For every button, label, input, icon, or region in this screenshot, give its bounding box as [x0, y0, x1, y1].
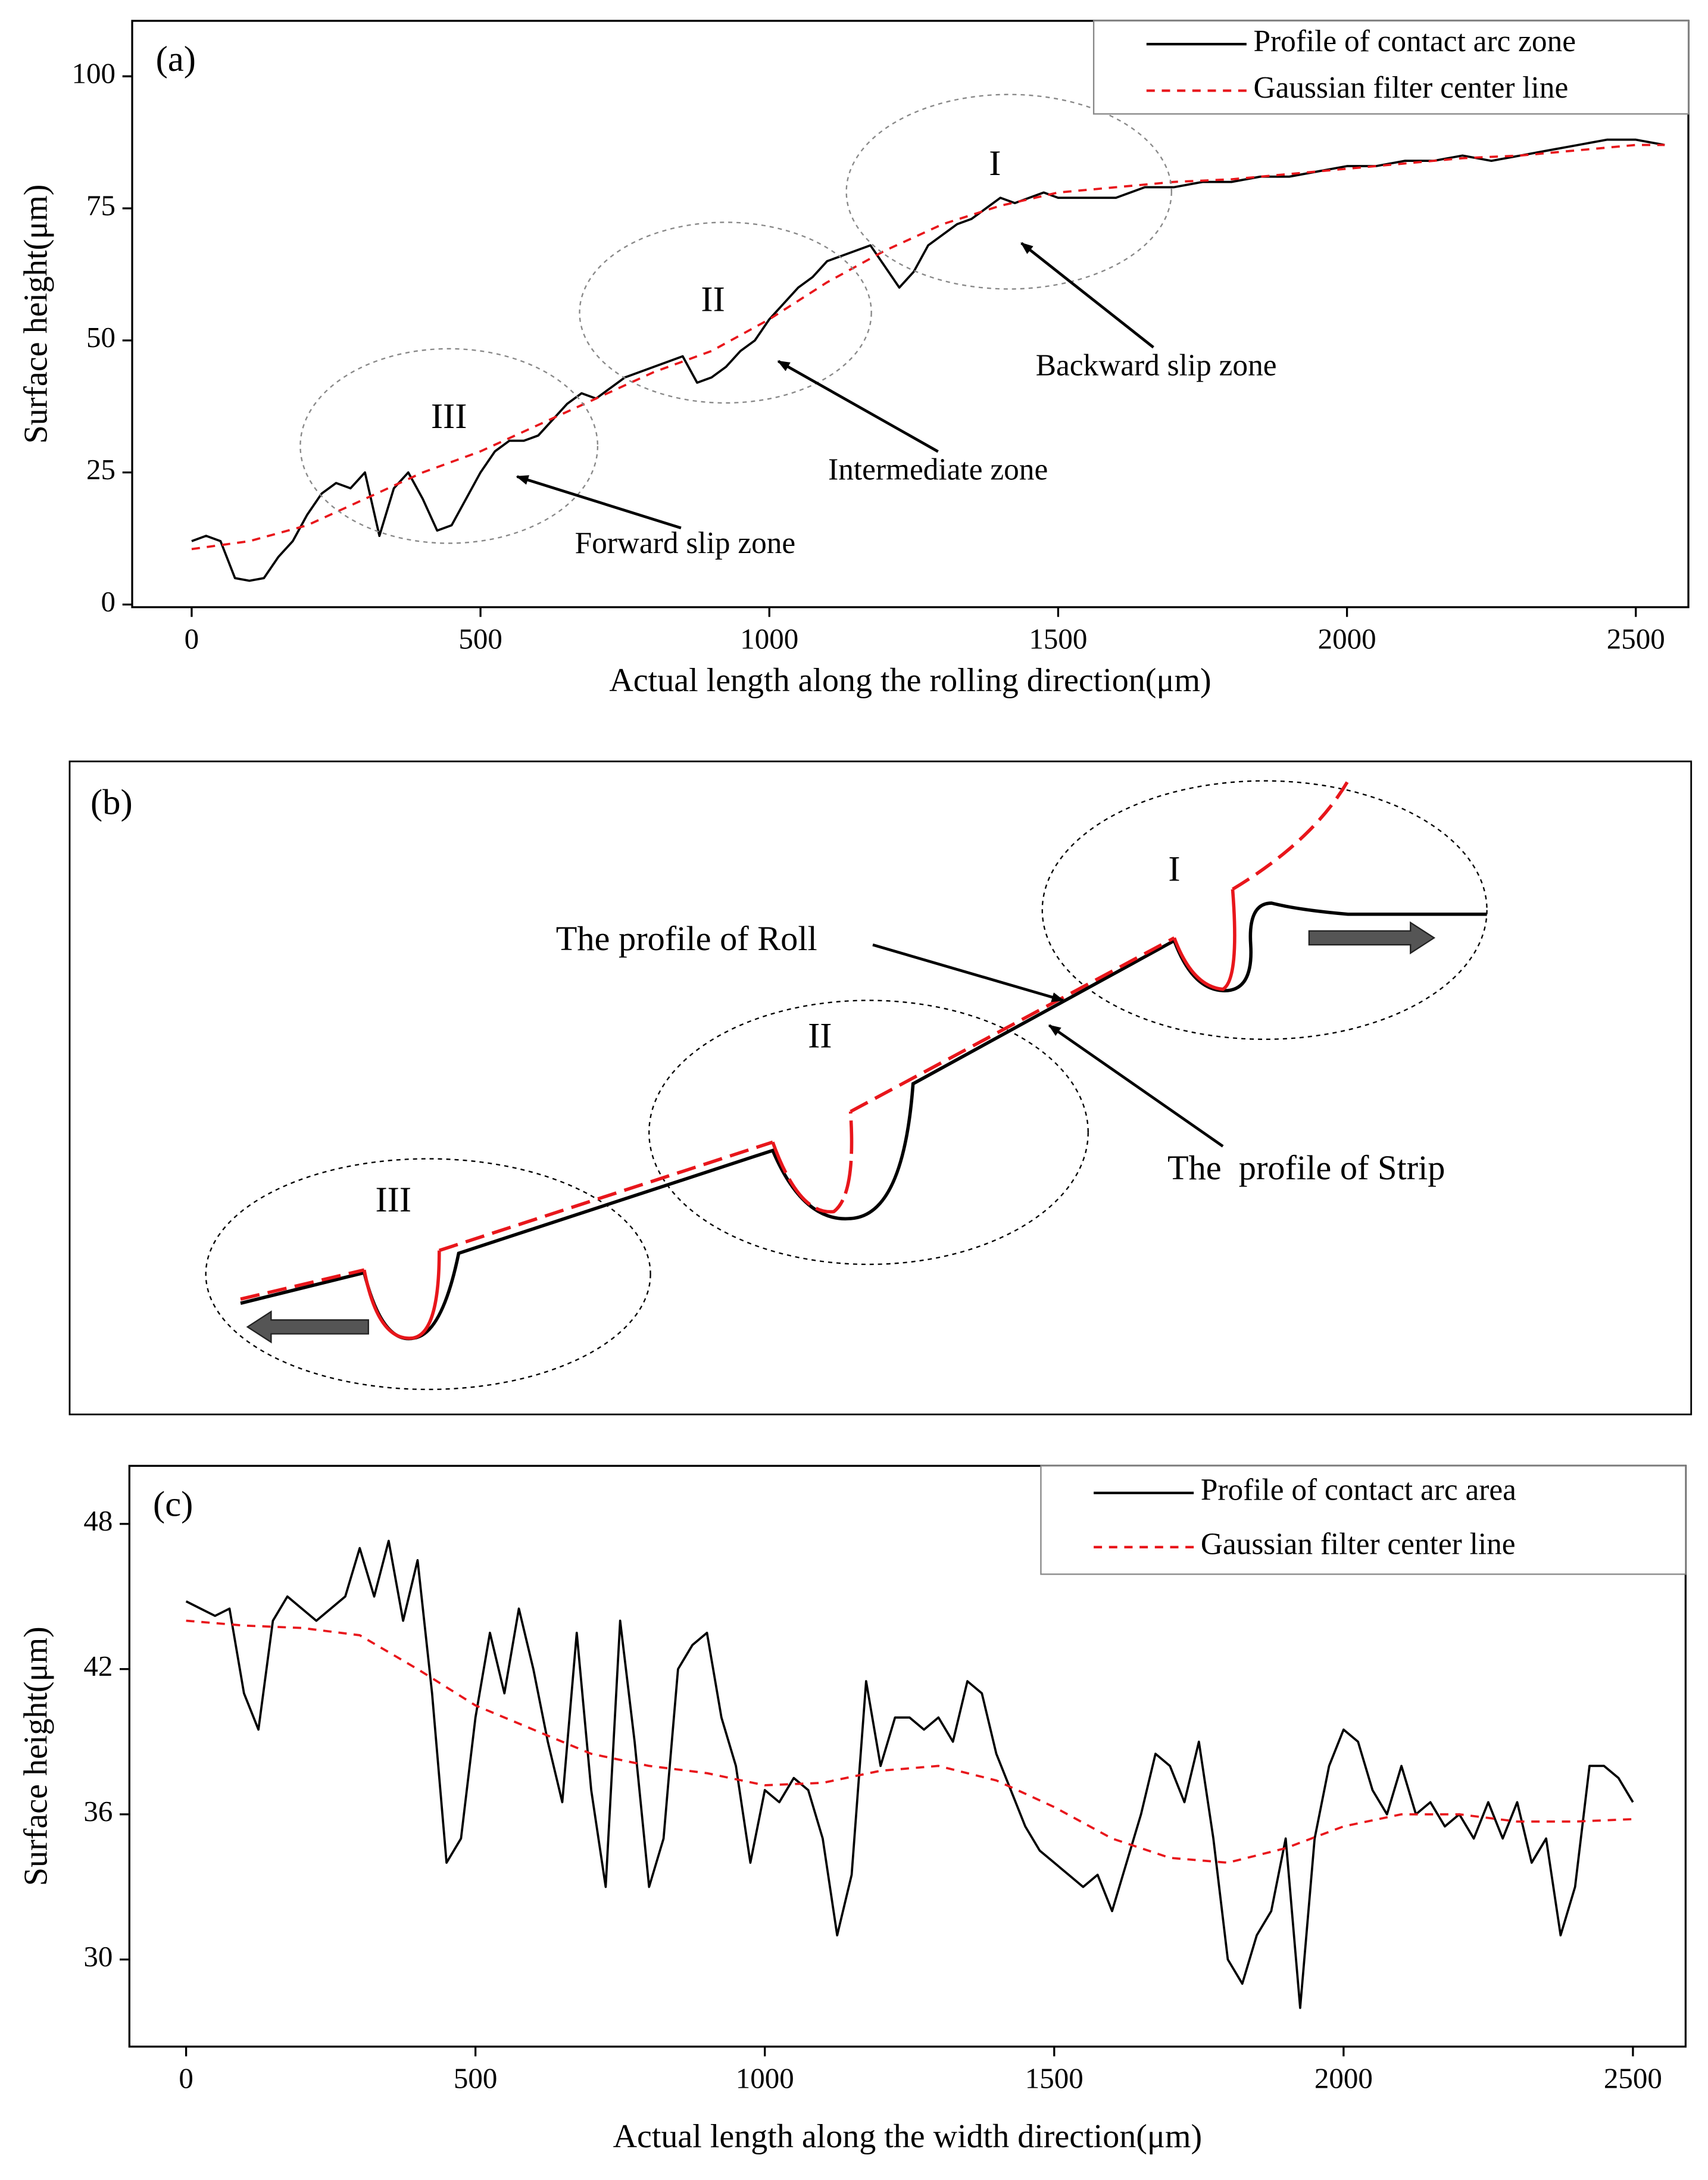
roll-profile — [438, 1140, 773, 1253]
legend-label: Profile of contact arc area — [1201, 1473, 1516, 1507]
zone-ellipse — [579, 221, 872, 404]
annotation-arrow — [516, 475, 682, 530]
data-line — [191, 143, 1665, 551]
strip-profile — [240, 901, 1487, 1341]
zone-ellipse — [205, 1158, 651, 1391]
y-tick-label: 50 — [86, 321, 115, 354]
x-tick-label: 2000 — [1318, 623, 1376, 655]
roll-profile — [1172, 889, 1236, 991]
zone-label: II — [808, 1016, 832, 1056]
roll-profile — [240, 1268, 365, 1301]
zone-ellipse — [299, 348, 599, 544]
annotation: I — [989, 143, 1001, 183]
annotation: Forward slip zone — [575, 526, 796, 560]
roll-profile — [1232, 780, 1350, 891]
data-line — [186, 1619, 1634, 1864]
y-tick-label: 30 — [83, 1940, 113, 1973]
y-axis-label: Surface height(μm) — [17, 185, 54, 444]
annotation-arrow — [1020, 242, 1154, 349]
data-line — [185, 1539, 1634, 2009]
x-tick-label: 2500 — [1604, 2062, 1662, 2095]
annotation: Backward slip zone — [1036, 348, 1277, 382]
annotation-arrow — [777, 360, 939, 453]
x-tick-label: 1500 — [1029, 623, 1087, 655]
zone-label: I — [1168, 849, 1180, 889]
x-tick-label: 2000 — [1314, 2062, 1373, 2095]
direction-arrow — [1308, 921, 1436, 955]
x-tick-label: 500 — [458, 623, 502, 655]
annotation-arrow — [872, 943, 1064, 1002]
y-tick-label: 0 — [101, 585, 115, 618]
panel-label: (c) — [153, 1484, 193, 1524]
roll-profile — [363, 1250, 441, 1340]
zone-ellipse — [845, 93, 1172, 290]
panel-frame — [68, 760, 1693, 1416]
chart-panel: 30 36 42 48 0 500 1000 1500 2000 2500 Actual lengt… — [17, 1464, 1687, 2155]
annotation-arrow — [1048, 1024, 1224, 1148]
y-tick-label: 42 — [83, 1650, 113, 1682]
roll-profile — [771, 1111, 854, 1214]
diagram-panel: (b) I II III The profile of Roll The pro… — [68, 760, 1693, 1416]
x-tick-label: 1500 — [1025, 2062, 1083, 2095]
legend-box — [1092, 20, 1690, 115]
x-tick-label: 2500 — [1607, 623, 1665, 655]
y-tick-label: 48 — [83, 1504, 113, 1537]
direction-arrow — [246, 1310, 369, 1344]
y-tick-label: 36 — [83, 1795, 113, 1828]
zone-ellipse — [1041, 780, 1488, 1040]
x-tick-label: 1000 — [740, 623, 798, 655]
zone-label: III — [375, 1180, 411, 1220]
y-tick-label: 100 — [71, 57, 115, 89]
x-tick-label: 0 — [179, 2062, 193, 2095]
annotation: Intermediate zone — [828, 452, 1048, 486]
annotation: The profile of Roll — [556, 919, 817, 958]
data-line — [191, 138, 1665, 582]
panel-label: (a) — [156, 39, 196, 79]
legend-label: Gaussian filter center line — [1254, 71, 1569, 105]
roll-profile — [850, 936, 1175, 1113]
plot-frame — [128, 1464, 1687, 2048]
annotation: The profile of Strip — [1167, 1148, 1445, 1187]
legend-box — [1040, 1465, 1687, 1575]
annotation: III — [431, 396, 467, 436]
y-axis-label: Surface height(μm) — [17, 1626, 54, 1886]
plot-frame — [131, 20, 1690, 608]
x-tick-label: 500 — [454, 2062, 498, 2095]
x-tick-label: 0 — [185, 623, 199, 655]
x-tick-label: 1000 — [736, 2062, 794, 2095]
x-axis-label: Actual length along the rolling directio… — [609, 662, 1211, 699]
panel-label: (b) — [90, 783, 133, 823]
y-tick-label: 25 — [86, 453, 115, 486]
legend-label: Gaussian filter center line — [1201, 1528, 1516, 1561]
annotation: II — [701, 280, 725, 320]
legend-label: Profile of contact arc zone — [1254, 24, 1576, 58]
zone-ellipse — [648, 1000, 1089, 1266]
x-axis-label: Actual length along the width direction(… — [613, 2118, 1203, 2155]
y-tick-label: 75 — [86, 189, 115, 221]
